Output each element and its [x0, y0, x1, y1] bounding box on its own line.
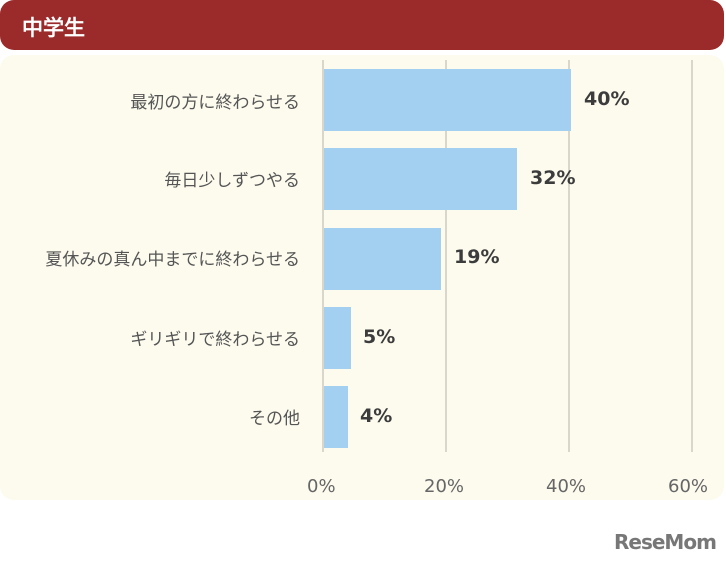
- category-label: ギリギリで終わらせる: [130, 330, 300, 350]
- resemom-logo: ReseMom: [614, 530, 717, 554]
- category-label: その他: [249, 409, 300, 429]
- value-label: 4%: [360, 405, 393, 427]
- x-tick: 20%: [424, 476, 465, 497]
- x-tick: 60%: [668, 476, 709, 497]
- bar-1: [324, 148, 517, 210]
- chart-header: 中学生: [0, 0, 724, 50]
- value-label: 40%: [584, 88, 630, 110]
- x-tick: 0%: [307, 476, 336, 497]
- category-label: 最初の方に終わらせる: [130, 93, 300, 113]
- value-label: 5%: [363, 326, 396, 348]
- chart-title: 中学生: [22, 16, 85, 40]
- gridline-40: [568, 60, 570, 452]
- x-tick: 40%: [546, 476, 587, 497]
- gridline-60: [691, 60, 693, 452]
- gridline-0: [322, 60, 324, 452]
- bar-0: [324, 69, 571, 131]
- bar-4: [324, 386, 348, 448]
- value-label: 32%: [530, 167, 576, 189]
- value-label: 19%: [454, 246, 500, 268]
- category-label: 毎日少しずつやる: [164, 171, 300, 191]
- bar-2: [324, 228, 441, 290]
- category-label: 夏休みの真ん中までに終わらせる: [45, 250, 300, 270]
- gridline-20: [445, 60, 447, 452]
- bar-3: [324, 307, 351, 369]
